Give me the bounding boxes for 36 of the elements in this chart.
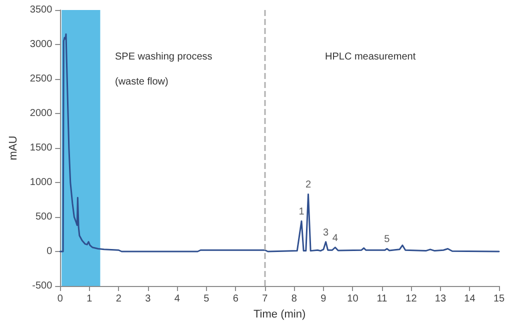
annotation: (waste flow) (115, 76, 168, 88)
y-axis-title: mAU (8, 136, 20, 160)
y-tick-label: 1000 (30, 177, 53, 188)
x-tick-label: 13 (434, 294, 446, 304)
line-series (59, 33, 500, 252)
y-tick-label: 2500 (30, 74, 53, 84)
x-tick-label: 7 (262, 294, 268, 304)
x-tick-label: 5 (204, 294, 210, 304)
annotation: SPE washing process (115, 52, 212, 62)
x-tick-label: 6 (232, 294, 239, 304)
annotation: 3 (323, 227, 330, 238)
x-tick-label: 0 (57, 294, 64, 304)
x-tick-label: 9 (320, 294, 327, 304)
y-tick-label: 0 (46, 246, 53, 257)
y-tick-label: 500 (35, 212, 53, 222)
x-tick-label: 12 (406, 294, 418, 304)
x-tick-label: 3 (145, 294, 152, 304)
y-tick-label: 3000 (30, 39, 53, 50)
x-tick-label: 1 (86, 294, 93, 304)
x-tick-label: 15 (493, 294, 505, 304)
y-tick-label: 3500 (30, 4, 53, 16)
x-tick-label: 10 (347, 294, 359, 304)
x-tick-label: 4 (174, 294, 180, 304)
annotation: HPLC measurement (325, 52, 416, 62)
y-tick-label: -500 (32, 280, 53, 292)
x-tick-label: 11 (376, 294, 388, 304)
annotation: 2 (305, 180, 312, 191)
x-tick-label: 14 (464, 294, 476, 304)
y-tick-label: 1500 (30, 142, 53, 154)
y-tick-label: 2000 (30, 108, 53, 119)
annotation: 5 (384, 234, 390, 246)
x-tick-label: 2 (116, 294, 122, 304)
x-axis-title: Time (min) (253, 308, 306, 320)
annotation: 4 (332, 232, 338, 244)
annotation: 1 (298, 206, 305, 218)
x-tick-label: 8 (291, 294, 298, 304)
